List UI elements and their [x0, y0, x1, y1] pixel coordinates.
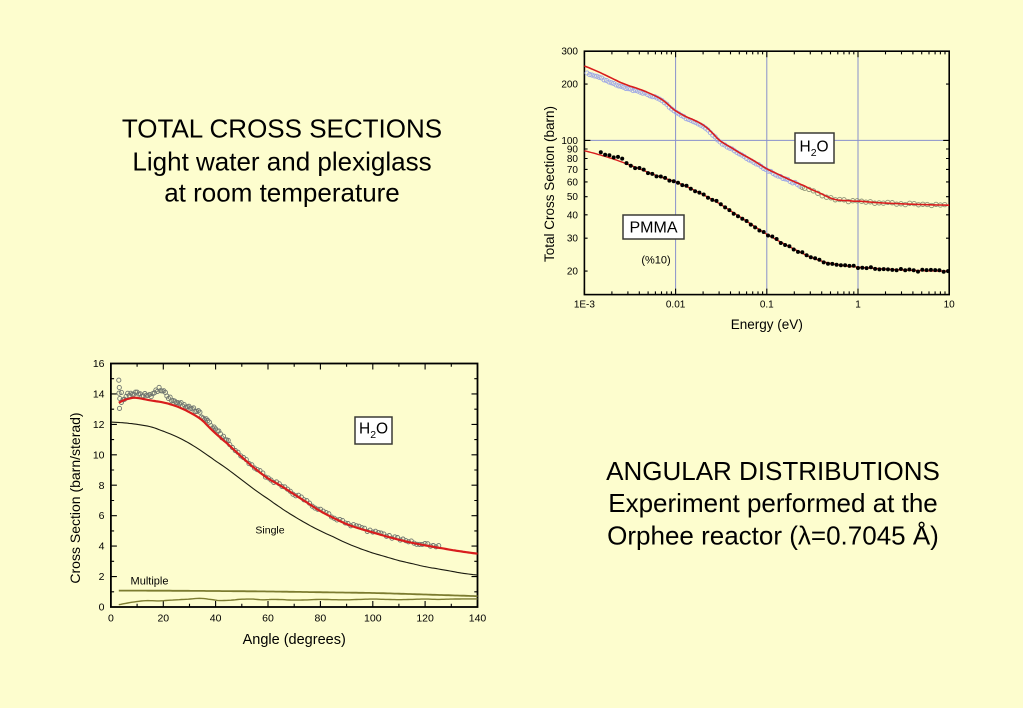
svg-text:1: 1	[855, 300, 861, 311]
svg-text:80: 80	[315, 613, 327, 625]
svg-text:70: 70	[567, 165, 579, 176]
svg-text:40: 40	[567, 210, 579, 221]
svg-text:8: 8	[99, 480, 105, 492]
svg-text:Single: Single	[255, 525, 284, 537]
svg-text:40: 40	[210, 613, 222, 625]
svg-text:200: 200	[561, 80, 578, 91]
svg-text:H2O: H2O	[800, 139, 829, 160]
svg-text:0.01: 0.01	[666, 300, 686, 311]
svg-text:100: 100	[561, 136, 578, 147]
svg-text:Total Cross Section (barn): Total Cross Section (barn)	[542, 106, 557, 262]
svg-text:300: 300	[561, 47, 578, 58]
svg-text:Light water and plexiglass: Light water and plexiglass	[132, 147, 431, 177]
svg-text:Angle (degrees): Angle (degrees)	[243, 632, 346, 648]
svg-text:50: 50	[567, 192, 579, 203]
svg-text:H2O: H2O	[359, 421, 388, 442]
svg-text:TOTAL CROSS SECTIONS: TOTAL CROSS SECTIONS	[122, 114, 442, 144]
svg-text:2: 2	[99, 571, 105, 583]
svg-text:0: 0	[99, 602, 105, 614]
svg-text:100: 100	[364, 613, 382, 625]
svg-text:1E-3: 1E-3	[574, 300, 596, 311]
svg-text:12: 12	[93, 419, 105, 431]
svg-text:Experiment performed at the: Experiment performed at the	[608, 488, 938, 518]
svg-text:60: 60	[567, 177, 579, 188]
svg-text:120: 120	[416, 613, 434, 625]
svg-text:(%10): (%10)	[641, 255, 670, 267]
svg-text:14: 14	[93, 388, 105, 400]
svg-text:ANGULAR DISTRIBUTIONS: ANGULAR DISTRIBUTIONS	[606, 456, 940, 486]
svg-text:PMMA: PMMA	[630, 220, 678, 237]
svg-text:60: 60	[262, 613, 274, 625]
svg-text:Energy (eV): Energy (eV)	[731, 317, 803, 332]
svg-text:20: 20	[157, 613, 169, 625]
svg-text:10: 10	[93, 449, 105, 461]
svg-text:10: 10	[944, 300, 956, 311]
svg-text:0.1: 0.1	[760, 300, 774, 311]
svg-text:Multiple: Multiple	[131, 576, 169, 588]
svg-text:Orphee reactor (λ=0.7045 Å): Orphee reactor (λ=0.7045 Å)	[607, 521, 939, 551]
svg-text:4: 4	[99, 541, 105, 553]
svg-text:16: 16	[93, 358, 105, 370]
svg-text:0: 0	[108, 613, 114, 625]
svg-text:90: 90	[567, 145, 579, 156]
svg-text:30: 30	[567, 234, 579, 245]
svg-text:20: 20	[567, 267, 579, 278]
svg-text:6: 6	[99, 510, 105, 522]
svg-text:140: 140	[469, 613, 487, 625]
svg-text:at room temperature: at room temperature	[164, 178, 400, 208]
svg-text:80: 80	[567, 154, 579, 165]
svg-text:Cross Section (barn/sterad): Cross Section (barn/sterad)	[67, 412, 83, 583]
